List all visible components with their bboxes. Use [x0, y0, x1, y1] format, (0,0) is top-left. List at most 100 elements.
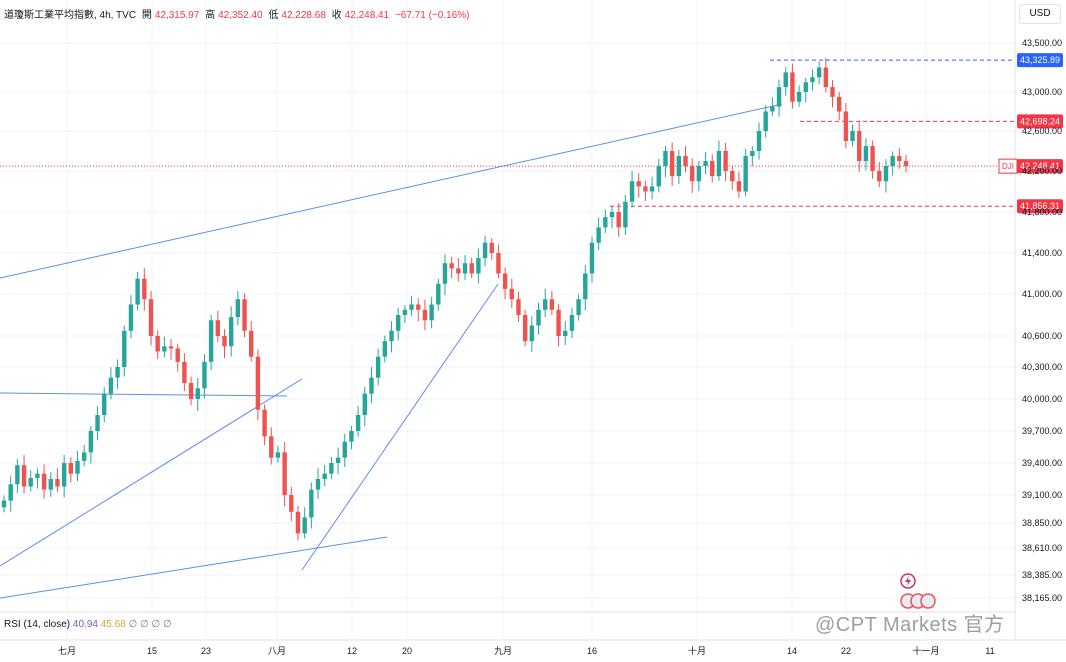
candle-body — [188, 383, 194, 399]
y-tick-label: 41,000.00 — [1022, 289, 1062, 299]
candle-body — [529, 325, 535, 342]
candle-body — [643, 186, 648, 192]
candle-body — [68, 463, 74, 474]
rsi-legend[interactable]: RSI (14, close) 40.94 45.68 ∅ ∅ ∅ ∅ — [4, 619, 172, 630]
y-tick-label: 38,385.00 — [1022, 570, 1062, 580]
candle-body — [175, 348, 180, 362]
flag-badges-icon[interactable] — [898, 573, 944, 613]
close-label: 收 — [331, 10, 342, 21]
candle-body — [255, 356, 261, 410]
price-levels: 43,325.89 42,698.24 DJI 42,248.41 41,856.31 — [0, 53, 1063, 214]
price-label-text: 43,325.89 — [1020, 55, 1060, 65]
candles — [1, 58, 909, 541]
price-label-text: 42,248.41 — [1020, 161, 1060, 171]
currency-button[interactable]: USD — [1019, 4, 1061, 24]
candle-body — [456, 268, 461, 274]
candle-body — [1, 500, 7, 508]
x-tick-label: 14 — [787, 646, 797, 656]
candle-body — [663, 151, 668, 166]
candle-body — [88, 431, 94, 453]
candle-body — [228, 317, 234, 347]
candle-body — [509, 288, 514, 300]
candle-body — [135, 278, 140, 305]
candle-body — [262, 409, 267, 437]
close-value: 42,248.41 — [344, 10, 390, 21]
candle-body — [235, 299, 241, 318]
price-axis: 38,165.00 38,385.00 38,610.00 38,850.00 39,1… — [1022, 38, 1062, 603]
y-tick-label: 41,400.00 — [1022, 248, 1062, 258]
trend-line-july[interactable] — [0, 378, 303, 567]
candle-body — [476, 258, 481, 274]
candle-body — [315, 479, 321, 490]
candle-body — [549, 299, 555, 310]
candle-body — [61, 463, 67, 487]
price-label — [1017, 114, 1063, 129]
y-tick-label: 39,100.00 — [1022, 490, 1062, 500]
y-tick-label: 40,600.00 — [1022, 331, 1062, 341]
candle-body — [763, 111, 768, 131]
candle-body — [322, 473, 327, 479]
candle-body — [903, 161, 909, 167]
candle-body — [897, 156, 902, 161]
rsi-label: RSI (14, close) — [4, 619, 71, 630]
candle-body — [863, 146, 869, 161]
candle-body — [35, 473, 40, 478]
y-tick-label: 38,850.00 — [1022, 518, 1062, 528]
candle-body — [396, 315, 401, 331]
candle-body — [482, 242, 488, 259]
candle-body — [382, 341, 388, 357]
candle-body — [596, 227, 601, 243]
candle-body — [122, 330, 127, 367]
candle-body — [222, 336, 227, 347]
candle-body — [502, 273, 508, 289]
trend-line-upper[interactable] — [0, 103, 783, 279]
candle-body — [870, 146, 875, 171]
y-tick-label: 39,700.00 — [1022, 426, 1062, 436]
candle-body — [756, 131, 762, 151]
candle-body — [522, 315, 528, 342]
candle-body — [716, 151, 722, 177]
candle-body — [349, 431, 354, 442]
candle-body — [208, 320, 214, 362]
candle-body — [583, 273, 588, 300]
candle-body — [689, 166, 695, 182]
x-tick-label: 八月 — [268, 646, 286, 656]
chart-header: 道瓊斯工業平均指數, 4h, TVC 開 42,315.97 高 42,352.40… — [4, 6, 472, 21]
candle-body — [335, 457, 341, 463]
trend-line-horizontal[interactable] — [0, 392, 288, 397]
y-tick-label: 39,400.00 — [1022, 458, 1062, 468]
grid-lines — [0, 0, 1066, 641]
candle-body — [449, 263, 454, 269]
candle-body — [402, 309, 408, 315]
candle-body — [202, 361, 207, 389]
candle-body — [589, 242, 595, 274]
candle-body — [543, 299, 548, 310]
change-value: −67.71 (−0.16%) — [394, 10, 470, 21]
trend-line-august[interactable] — [301, 283, 499, 571]
candle-body — [41, 473, 47, 490]
price-label-text: 42,698.24 — [1020, 116, 1060, 126]
candle-body — [843, 111, 849, 141]
candle-body — [536, 309, 541, 326]
candle-body — [696, 166, 702, 182]
candle-body — [496, 253, 501, 274]
candle-body — [750, 151, 755, 156]
candle-body — [890, 156, 895, 166]
candle-body — [21, 465, 27, 487]
trend-line-bottom[interactable] — [0, 536, 388, 599]
x-tick-label: 23 — [201, 646, 211, 656]
candle-body — [676, 156, 682, 177]
candle-body — [569, 315, 575, 331]
candle-body — [155, 336, 160, 352]
high-value: 42,352.40 — [218, 10, 263, 21]
candle-body — [816, 67, 822, 78]
candle-body — [489, 242, 494, 253]
candle-body — [730, 171, 735, 182]
candle-body — [329, 463, 334, 474]
candle-body — [102, 393, 107, 415]
rsi-ma-value: 45.68 — [100, 619, 126, 630]
candle-body — [362, 393, 367, 415]
y-tick-label: 43,000.00 — [1022, 87, 1062, 97]
candle-body — [790, 72, 795, 102]
